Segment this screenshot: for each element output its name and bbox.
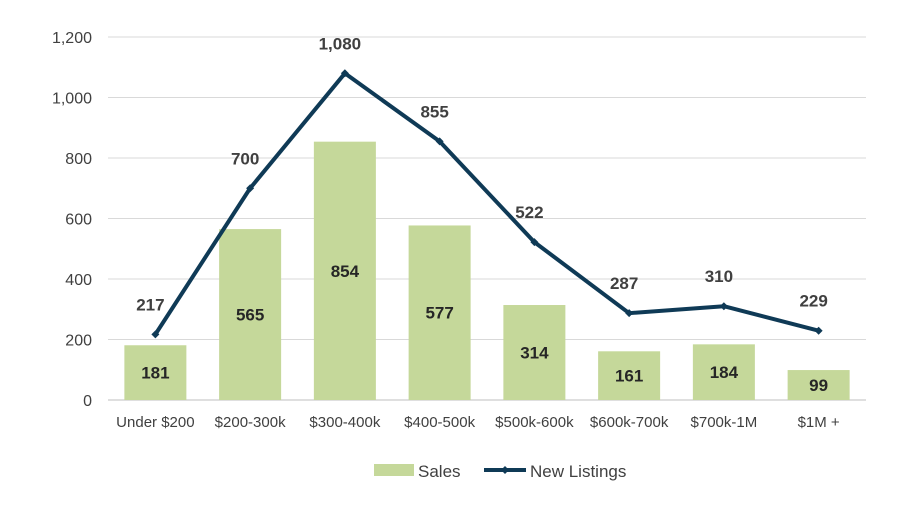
legend-listings-marker xyxy=(501,466,509,474)
legend-listings-label: New Listings xyxy=(530,462,626,481)
bar-value-label: 184 xyxy=(710,363,739,382)
data-labels: 181 565 854 577 314 161 184 99 217 700 1,080 855 522… xyxy=(136,34,828,395)
y-tick-label: 600 xyxy=(65,212,92,229)
bar-value-label: 854 xyxy=(331,262,360,281)
y-tick-label: 800 xyxy=(65,151,92,168)
sales-bar xyxy=(787,370,850,400)
new-listings-marker xyxy=(814,326,823,335)
bar-value-label: 99 xyxy=(809,376,828,395)
y-tick-label: 0 xyxy=(83,393,92,410)
line-value-label: 229 xyxy=(799,292,827,311)
bar-value-label: 161 xyxy=(615,367,643,386)
new-listings-marker xyxy=(719,302,728,311)
x-tick-label: $400-500k xyxy=(404,414,475,431)
legend: Sales New Listings xyxy=(374,462,626,481)
sales-bar xyxy=(503,305,566,400)
new-listings-marker xyxy=(530,238,539,247)
bar-value-label: 565 xyxy=(236,306,264,325)
y-axis-ticks: 0 200 400 600 800 1,000 1,200 xyxy=(52,30,92,410)
x-tick-label: $300-400k xyxy=(309,414,380,431)
new-listings-marker xyxy=(246,184,255,193)
sales-bar xyxy=(124,345,187,400)
y-tick-label: 200 xyxy=(65,333,92,350)
x-tick-label: $200-300k xyxy=(215,414,286,431)
bar-value-label: 181 xyxy=(141,364,169,383)
sales-bar xyxy=(408,225,471,400)
y-tick-label: 400 xyxy=(65,272,92,289)
new-listings-marker xyxy=(435,137,444,146)
new-listings-marker xyxy=(625,309,634,318)
sales-bars xyxy=(124,141,850,401)
line-value-label: 700 xyxy=(231,149,259,168)
x-tick-label: $1M + xyxy=(798,414,840,431)
line-value-label: 855 xyxy=(420,102,448,121)
bar-value-label: 314 xyxy=(520,344,549,363)
line-value-label: 310 xyxy=(705,267,733,286)
y-tick-label: 1,000 xyxy=(52,91,92,108)
legend-sales-label: Sales xyxy=(418,462,461,481)
sales-bar xyxy=(692,344,755,400)
legend-sales-swatch xyxy=(374,464,414,476)
line-value-label: 217 xyxy=(136,295,164,314)
new-listings-marker xyxy=(151,330,160,339)
line-value-label: 287 xyxy=(610,274,638,293)
x-tick-label: Under $200 xyxy=(116,414,194,431)
x-axis-categories: Under $200 $200-300k $300-400k $400-500k $50… xyxy=(116,414,840,431)
new-listings-marker xyxy=(340,69,349,78)
line-value-label: 1,080 xyxy=(319,34,362,53)
x-tick-label: $500k-600k xyxy=(495,414,574,431)
y-tick-label: 1,200 xyxy=(52,30,92,47)
sales-bar xyxy=(598,351,661,400)
new-listings-line xyxy=(151,69,823,339)
x-tick-label: $600k-700k xyxy=(590,414,669,431)
sales-bar xyxy=(313,141,376,401)
sales-bar xyxy=(219,229,282,400)
bar-value-label: 577 xyxy=(425,304,453,323)
line-value-label: 522 xyxy=(515,203,543,222)
new-listings-polyline xyxy=(153,71,821,337)
x-tick-label: $700k-1M xyxy=(691,414,758,431)
